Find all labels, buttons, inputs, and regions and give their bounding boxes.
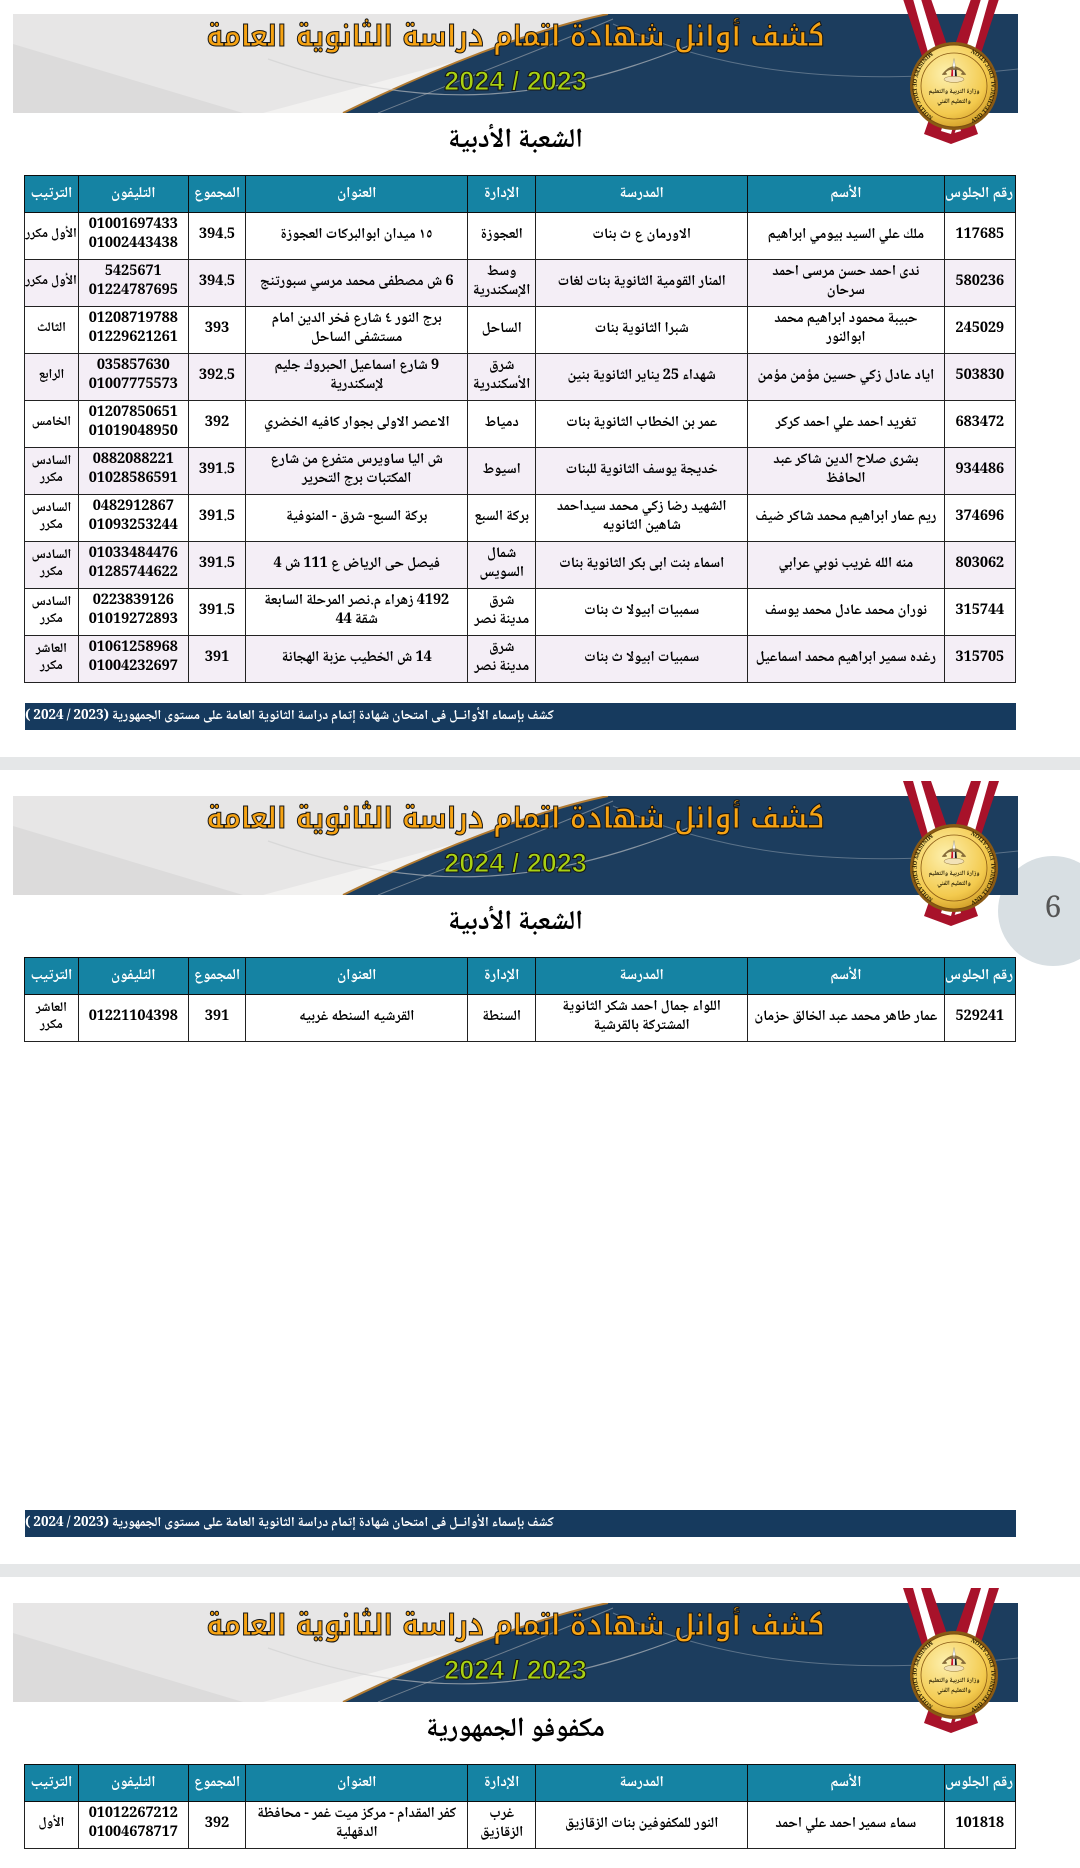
svg-text:والتعليم الفني: والتعليم الفني — [937, 97, 971, 108]
svg-text:والتعليم الفني: والتعليم الفني — [937, 1686, 971, 1697]
svg-text:والتعليم الفني: والتعليم الفني — [937, 879, 971, 890]
